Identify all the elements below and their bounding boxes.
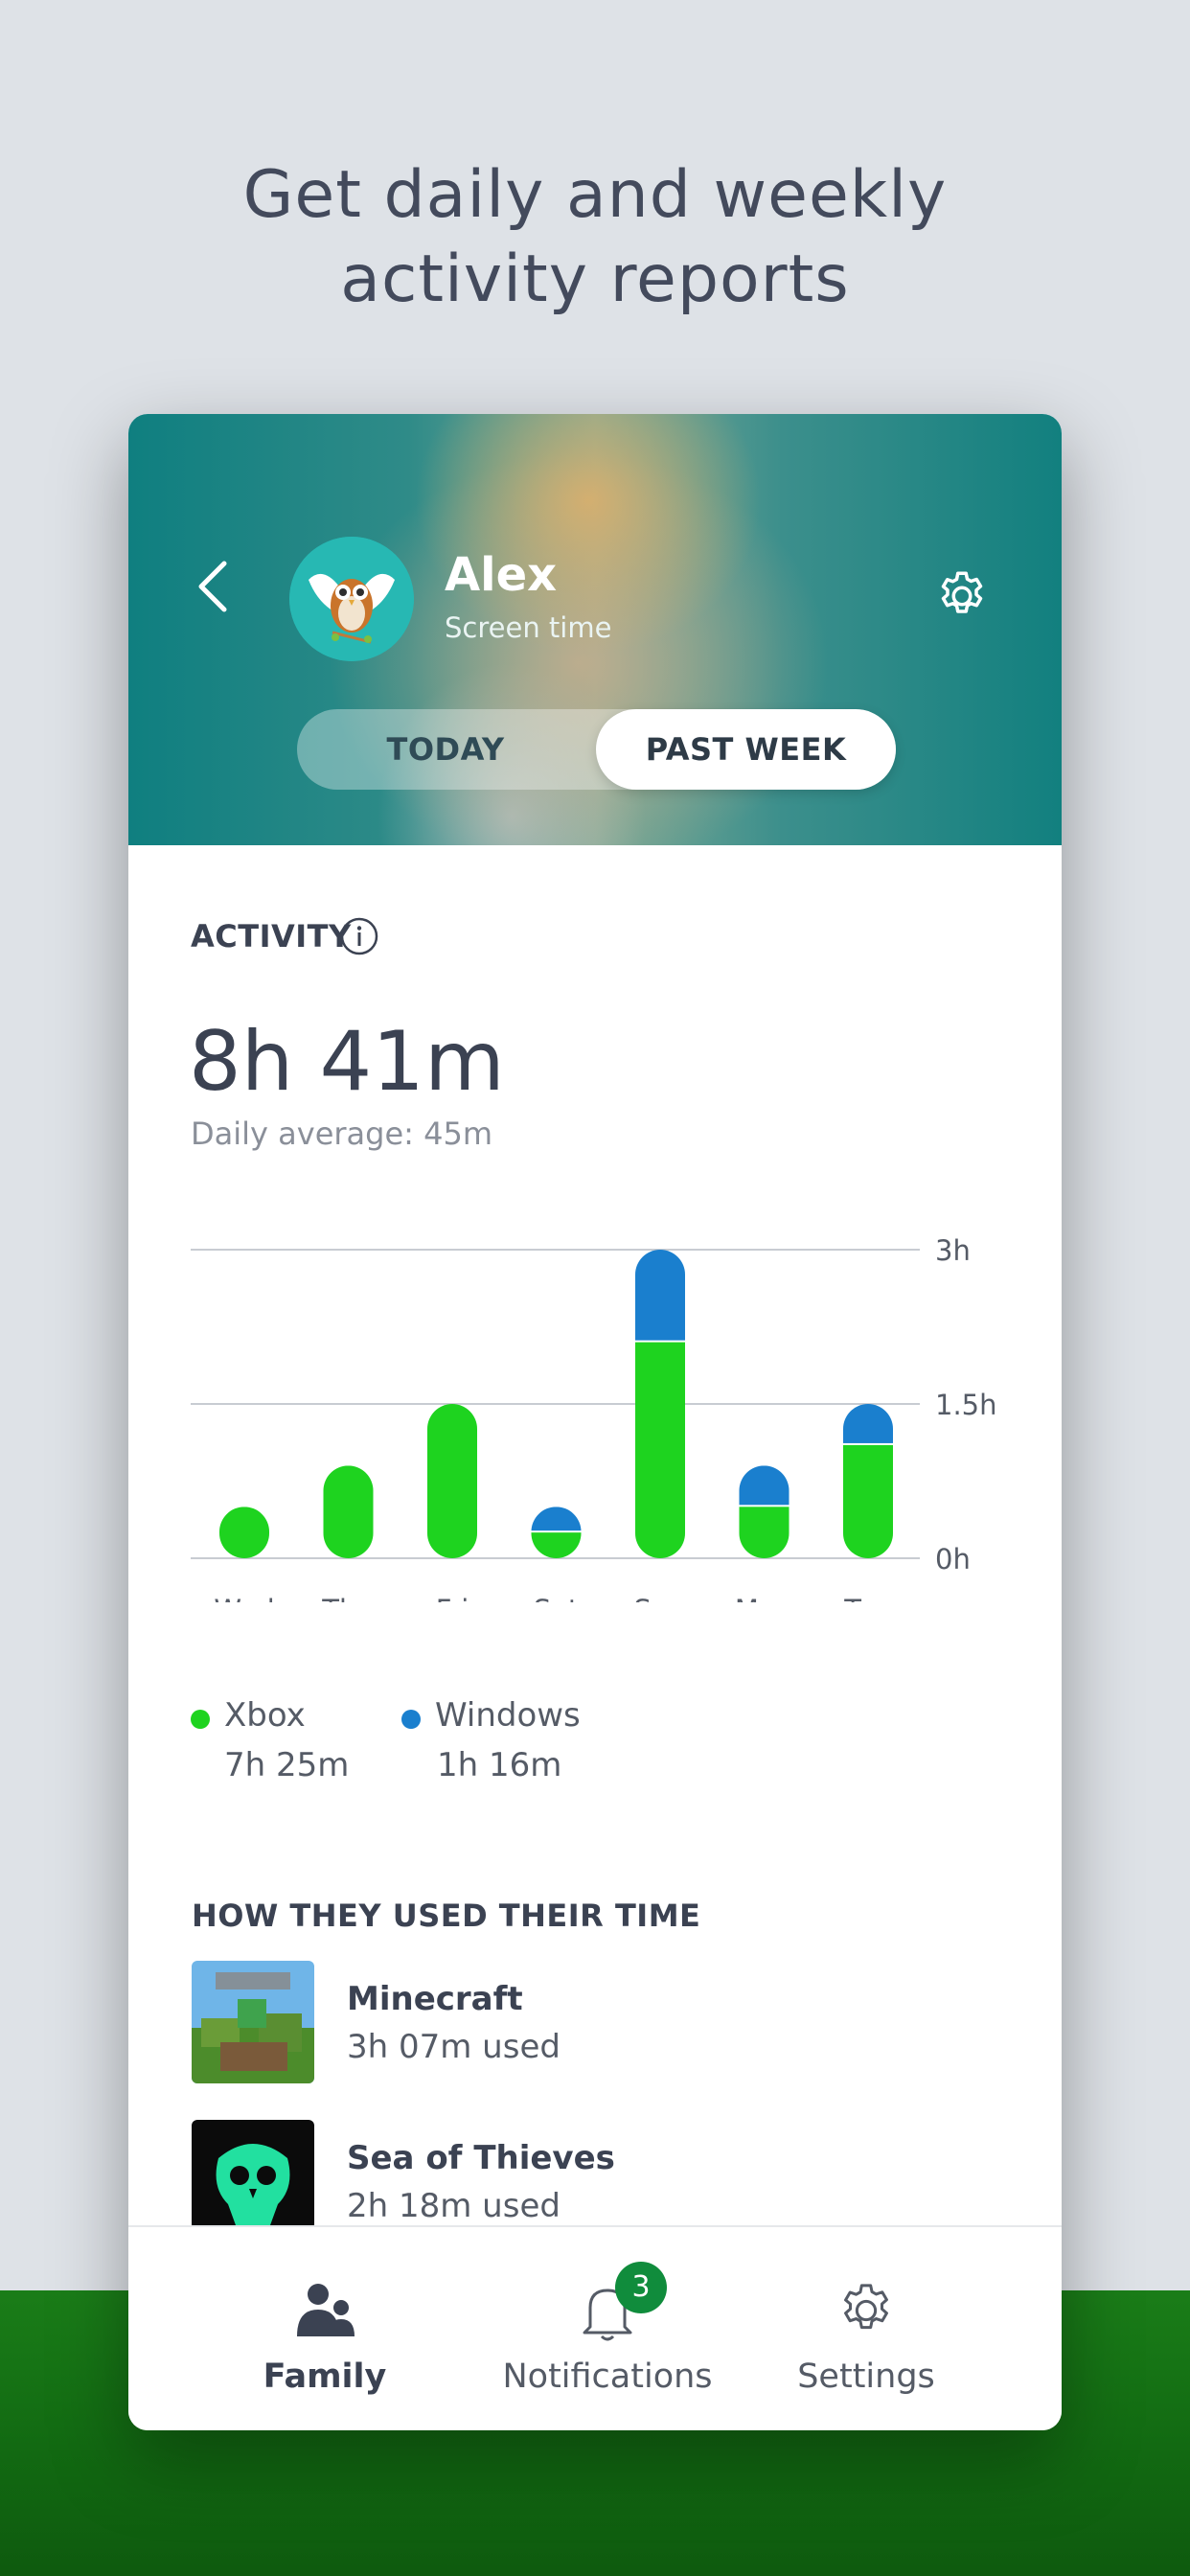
bar-tue [843, 1404, 893, 1558]
y-tick-label: 0h [935, 1543, 971, 1576]
bar-xbox-wed [219, 1506, 269, 1558]
avatar[interactable] [289, 537, 414, 661]
bar-thu [323, 1465, 374, 1558]
legend-value-windows: 1h 16m [437, 1746, 562, 1784]
x-tick-label: Tue [843, 1594, 892, 1602]
activity-chart: 0h 1.5h 3h Wed Thu Fri Sat Sun Mon Tue [191, 1234, 997, 1602]
legend-value-xbox: 7h 25m [224, 1746, 350, 1784]
back-button[interactable] [186, 558, 243, 615]
bar-mon [739, 1465, 790, 1558]
chevron-left-icon [198, 561, 227, 612]
headline: Get daily and weekly activity reports [0, 153, 1190, 322]
activity-label: ACTIVITY [191, 918, 352, 954]
x-tick-label: Sat [534, 1594, 580, 1602]
x-tick-label: Sun [633, 1594, 686, 1602]
nav-family[interactable]: Family [200, 2227, 449, 2430]
headline-line1: Get daily and weekly [242, 157, 948, 233]
legend-name-xbox: Xbox [224, 1696, 306, 1735]
nav-notifications-label: Notifications [502, 2358, 713, 2396]
minecraft-thumbnail [192, 1961, 314, 2083]
bar-windows-sun [635, 1250, 685, 1341]
bar-sun [635, 1250, 685, 1558]
family-icon [297, 2284, 355, 2336]
nav-family-label: Family [263, 2358, 387, 2396]
x-tick-label: Thu [321, 1594, 374, 1602]
phone-card: Alex Screen time TODAY PAST WEEK ACTIVIT… [128, 414, 1062, 2430]
nav-settings-label: Settings [797, 2358, 935, 2396]
headline-line2: activity reports [340, 242, 850, 317]
tab-past-week[interactable]: PAST WEEK [596, 709, 896, 790]
bar-windows-tue [843, 1404, 893, 1443]
game-time: 2h 18m used [347, 2187, 561, 2225]
profile-header: Alex Screen time TODAY PAST WEEK [128, 414, 1062, 845]
nav-notifications[interactable]: 3 Notifications [483, 2227, 732, 2430]
bar-xbox-tue [843, 1444, 893, 1558]
game-name: Sea of Thieves [347, 2139, 615, 2177]
bar-xbox-sat [531, 1532, 582, 1558]
tab-today[interactable]: TODAY [386, 731, 505, 768]
bar-wed [219, 1506, 269, 1558]
gear-icon [844, 2284, 888, 2330]
bottom-navigation: Family 3 Notifications Settings [128, 2225, 1062, 2430]
daily-average: Daily average: 45m [191, 1116, 492, 1152]
profile-settings-button[interactable] [933, 567, 991, 625]
x-tick-label: Mon [735, 1594, 793, 1602]
legend-name-windows: Windows [435, 1696, 581, 1735]
bar-xbox-thu [323, 1465, 374, 1558]
nav-settings[interactable]: Settings [742, 2227, 991, 2430]
y-tick-label: 3h [935, 1234, 971, 1267]
bar-windows-mon [739, 1465, 790, 1506]
time-range-toggle: TODAY PAST WEEK [297, 709, 896, 790]
activity-info-button[interactable] [339, 916, 379, 956]
profile-subtitle: Screen time [445, 611, 612, 644]
profile-name: Alex [445, 548, 558, 602]
x-tick-label: Fri [436, 1594, 469, 1602]
gear-icon [941, 571, 983, 613]
bar-windows-sat [531, 1506, 582, 1531]
info-icon [340, 917, 378, 955]
activity-total: 8h 41m [189, 1014, 505, 1110]
bar-xbox-fri [427, 1404, 477, 1558]
game-name: Minecraft [347, 1980, 523, 2018]
bar-sat [531, 1506, 582, 1558]
notifications-badge: 3 [615, 2262, 667, 2313]
sea-of-thieves-thumbnail [192, 2120, 314, 2242]
bar-xbox-sun [635, 1342, 685, 1558]
legend-dot-windows [401, 1710, 421, 1729]
usage-title: HOW THEY USED THEIR TIME [192, 1898, 701, 1934]
y-tick-label: 1.5h [935, 1389, 997, 1421]
legend-dot-xbox [191, 1710, 210, 1729]
game-time: 3h 07m used [347, 2028, 561, 2066]
bar-fri [427, 1404, 477, 1558]
bar-xbox-mon [739, 1506, 790, 1558]
owl-avatar-icon [289, 537, 414, 661]
x-tick-label: Wed [214, 1594, 274, 1602]
